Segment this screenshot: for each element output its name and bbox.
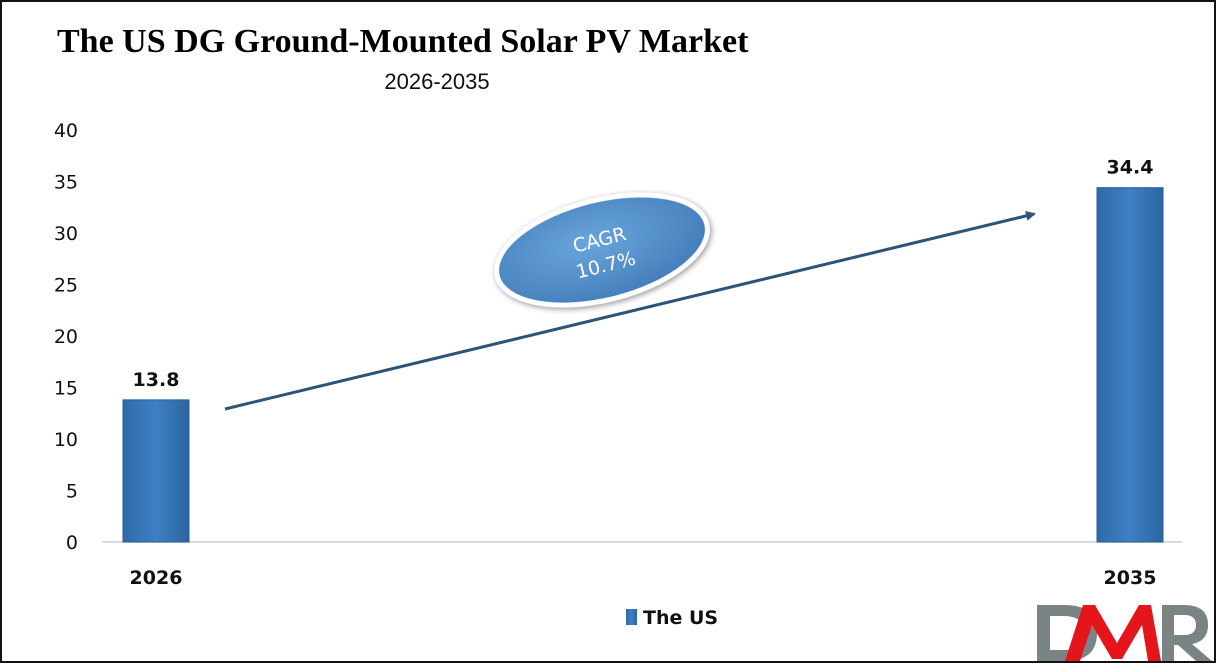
y-tick-label: 35 <box>54 172 78 194</box>
y-tick-label: 40 <box>54 120 78 142</box>
y-tick-label: 20 <box>54 326 78 348</box>
chart-subtitle: 2026-2035 <box>384 69 489 94</box>
bar-2035 <box>1096 187 1164 543</box>
growth-arrow <box>224 211 1036 411</box>
data-label: 34.4 <box>1107 157 1154 179</box>
x-tick-label: 2035 <box>1104 567 1157 589</box>
dmr-logo <box>1037 605 1212 661</box>
y-tick-label: 25 <box>54 275 78 297</box>
data-label: 13.8 <box>133 369 180 391</box>
y-tick-label: 30 <box>54 223 78 245</box>
y-tick-label: 0 <box>66 532 78 554</box>
chart-title: The US DG Ground-Mounted Solar PV Market <box>57 23 749 60</box>
x-tick-label: 2026 <box>130 567 183 589</box>
y-tick-label: 15 <box>54 378 78 400</box>
bar-2026 <box>122 399 190 543</box>
y-tick-label: 5 <box>66 481 78 503</box>
legend-swatch <box>626 609 637 625</box>
y-tick-label: 10 <box>54 429 78 451</box>
legend-label: The US <box>643 607 718 629</box>
cagr-bubble: CAGR 10.7% <box>494 192 710 308</box>
